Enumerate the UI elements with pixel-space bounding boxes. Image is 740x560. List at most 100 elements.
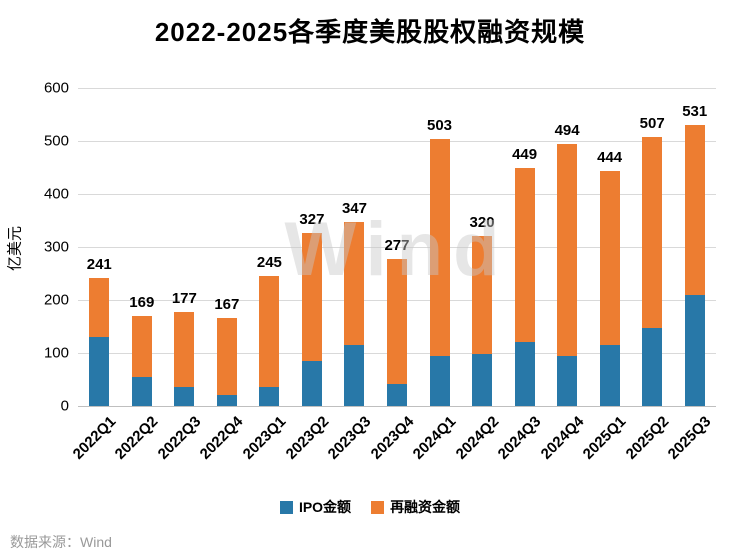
stacked-bar: [642, 137, 663, 406]
total-value-label: 449: [512, 146, 538, 164]
refinancing-bar-segment: [557, 144, 578, 356]
bar-group-2022Q3: 177 2022Q3: [155, 88, 206, 463]
stacked-bar: [472, 236, 493, 406]
stacked-bar: [557, 144, 578, 406]
refinancing-bar-segment: [131, 316, 152, 377]
total-value-label: 320: [469, 214, 495, 232]
stacked-bar: [599, 170, 620, 406]
stacked-bar: [429, 139, 450, 406]
bar-group-2023Q4: 277 2023Q4: [367, 88, 419, 463]
ipo-bar-segment: [89, 337, 110, 406]
x-tick-label: 2023Q4: [367, 413, 418, 463]
total-value-label: 503: [427, 117, 453, 135]
stacked-bar: [216, 317, 237, 406]
stacked-bar: [259, 276, 280, 406]
x-tick-label: 2022Q2: [112, 413, 162, 463]
bar-group-2023Q3: 347 2023Q3: [325, 88, 376, 463]
bars-container: 241 2022Q1 169 2022Q2 177 2022Q3 167 2022Q4 245 2…: [70, 88, 716, 463]
ipo-bar-segment: [344, 345, 365, 406]
refinancing-bar-segment: [599, 170, 620, 346]
y-tick-label: 200: [43, 291, 69, 309]
gridline-y-600: [78, 88, 716, 89]
bar-group-2024Q1: 503 2024Q1: [410, 88, 461, 462]
ipo-bar-segment: [599, 345, 620, 406]
legend-item-refinancing: 再融资金额: [371, 497, 460, 517]
ipo-bar-segment: [642, 327, 663, 406]
gridline-y-0: [78, 406, 716, 407]
ipo-bar-segment: [131, 376, 152, 406]
ipo-bar-segment: [174, 387, 195, 406]
bar-group-2022Q1: 241 2022Q1: [70, 88, 121, 462]
legend-label: IPO金额: [298, 499, 352, 515]
stacked-bar: [514, 168, 535, 406]
x-tick-label: 2024Q3: [494, 413, 545, 463]
y-tick-label: 600: [43, 79, 69, 97]
x-tick-label: 2025Q1: [579, 413, 630, 463]
legend-label: 再融资金额: [390, 499, 461, 515]
bar-group-2023Q1: 245 2023Q1: [240, 88, 291, 463]
total-value-label: 167: [214, 295, 240, 313]
x-tick-label: 2025Q3: [664, 413, 715, 463]
plot-area: 241 2022Q1 169 2022Q2 177 2022Q3 167 2022Q4 245 2…: [44, 80, 716, 463]
bar-group-2025Q1: 444 2025Q1: [580, 88, 631, 463]
ipo-bar-segment: [386, 383, 407, 406]
ipo-bar-segment: [514, 342, 535, 406]
legend-item-ipo: IPO金额: [279, 497, 352, 517]
x-tick-label: 2023Q3: [324, 413, 375, 463]
ipo-bar-segment: [472, 354, 493, 406]
ipo-bar-segment: [684, 294, 705, 406]
x-tick-label: 2024Q2: [452, 413, 503, 463]
gridline-y-400: [78, 194, 716, 195]
refinancing-bar-segment: [642, 137, 663, 328]
total-value-label: 444: [597, 148, 623, 166]
stacked-bar: [684, 124, 705, 406]
y-tick-label: 100: [43, 344, 69, 362]
bar-group-2025Q2: 507 2025Q2: [622, 88, 674, 462]
x-tick-label: 2022Q4: [197, 413, 247, 463]
stacked-bar: [301, 232, 322, 406]
x-tick-label: 2022Q3: [154, 413, 205, 463]
total-value-label: 277: [384, 237, 410, 255]
refinancing-bar-segment: [216, 317, 237, 396]
x-tick-label: 2024Q1: [409, 413, 460, 463]
stacked-bar: [131, 316, 152, 406]
stacked-bar: [344, 222, 365, 406]
total-value-label: 169: [129, 294, 155, 312]
bar-group-2022Q4: 167 2022Q4: [197, 88, 249, 463]
ipo-bar-segment: [216, 395, 237, 406]
x-tick-label: 2023Q2: [282, 413, 332, 463]
x-tick-label: 2023Q1: [239, 413, 290, 463]
refinancing-bar-segment: [89, 278, 110, 338]
legend-swatch-icon: [279, 500, 293, 514]
ipo-bar-segment: [301, 360, 322, 406]
gridline-y-500: [78, 141, 716, 142]
source-note: 数据来源：Wind: [10, 534, 112, 550]
total-value-label: 241: [86, 256, 112, 274]
y-tick-label: 300: [43, 238, 69, 256]
stacked-bar: [174, 312, 195, 406]
total-value-label: 245: [256, 254, 282, 272]
refinancing-bar-segment: [344, 222, 365, 346]
ipo-bar-segment: [259, 387, 280, 406]
bar-group-2023Q2: 327 2023Q2: [282, 88, 334, 463]
y-axis-label: 亿美元: [6, 226, 24, 272]
total-value-label: 327: [299, 210, 325, 228]
x-tick-label: 2022Q1: [69, 413, 120, 463]
y-tick-label: 400: [43, 185, 69, 203]
ipo-bar-segment: [429, 355, 450, 406]
total-value-label: 507: [639, 115, 665, 133]
y-tick-label: 0: [60, 397, 69, 415]
chart-title: 2022-2025各季度美股股权融资规模: [154, 17, 586, 47]
refinancing-bar-segment: [514, 168, 535, 343]
refinancing-bar-segment: [259, 276, 280, 388]
total-value-label: 494: [554, 122, 580, 140]
refinancing-bar-segment: [174, 312, 195, 388]
ipo-bar-segment: [557, 355, 578, 406]
total-value-label: 347: [341, 200, 367, 218]
bar-group-2022Q2: 169 2022Q2: [112, 88, 164, 462]
legend-swatch-icon: [371, 500, 385, 514]
bar-group-2024Q3: 449 2024Q3: [495, 88, 546, 463]
bar-group-2024Q4: 494 2024Q4: [537, 88, 589, 463]
y-tick-label: 500: [43, 132, 69, 150]
